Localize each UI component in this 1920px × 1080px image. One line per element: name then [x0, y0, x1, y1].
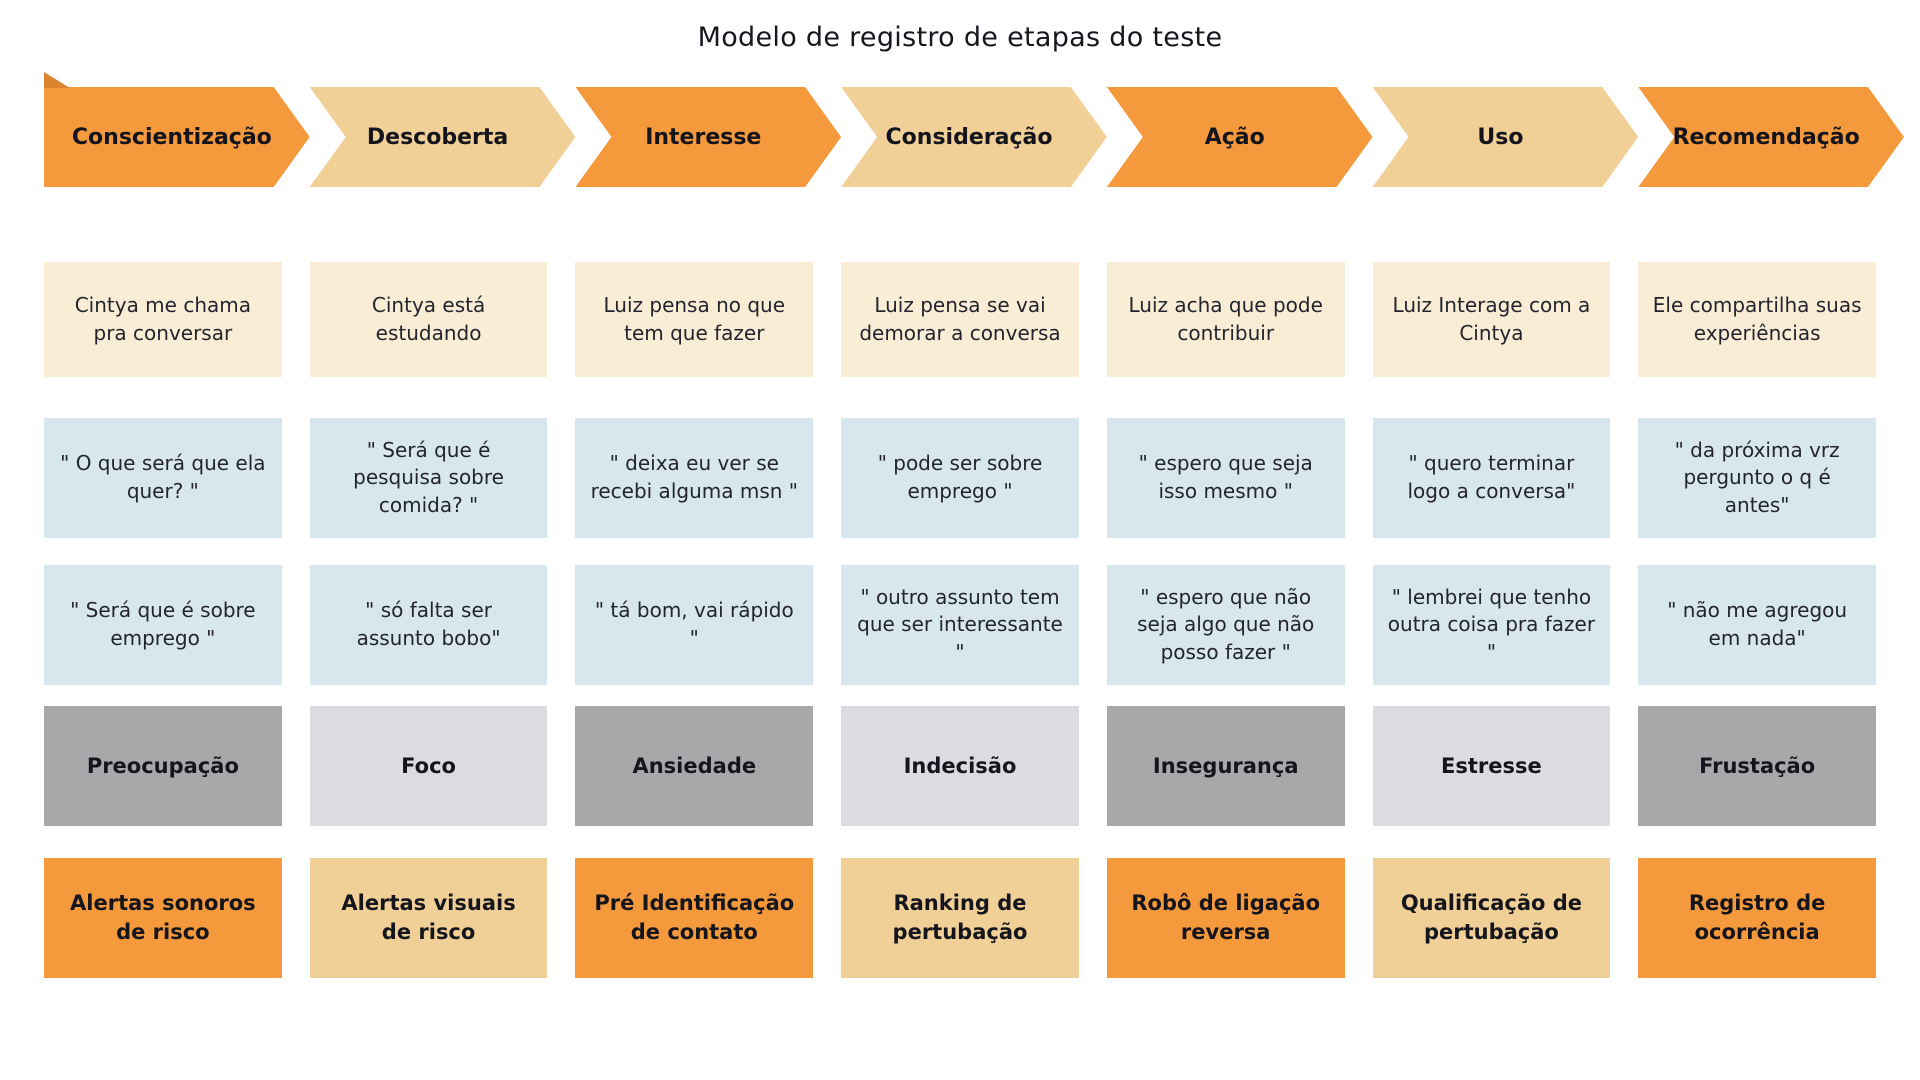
solutions-row: Alertas sonoros de risco Alertas visuais… [0, 858, 1920, 978]
emotions-row: Preocupação Foco Ansiedade Indecisão Ins… [0, 706, 1920, 826]
action-box: Cintya está estudando [309, 262, 548, 377]
quote-box: " O que será que ela quer? " [44, 418, 282, 538]
action-box: Luiz Interage com a Cintya [1372, 262, 1611, 377]
quote-box: " tá bom, vai rápido " [575, 565, 814, 685]
emotion-box: Ansiedade [575, 706, 814, 826]
actions-row: Cintya me chama pra conversar Cintya est… [0, 262, 1920, 377]
emotion-box: Indecisão [841, 706, 1079, 826]
solution-box: Pré Identificação de contato [575, 858, 814, 978]
quote-box: " Será que é pesquisa sobre comida? " [309, 418, 548, 538]
action-box: Cintya me chama pra conversar [44, 262, 282, 377]
stage-label: Uso [1477, 124, 1524, 150]
stage-arrow: Recomendação [1638, 87, 1876, 187]
quote-box: " outro assunto tem que ser interessante… [841, 565, 1079, 685]
chevron-shape: Consideração [841, 87, 1107, 187]
solution-box: Alertas sonoros de risco [44, 858, 282, 978]
chevron-shape: Interesse [575, 87, 841, 187]
quote-box: " espero que seja isso mesmo " [1106, 418, 1345, 538]
action-box: Luiz pensa se vai demorar a conversa [841, 262, 1079, 377]
quote-box: " Será que é sobre emprego " [44, 565, 282, 685]
stage-arrow: Uso [1373, 87, 1611, 187]
emotion-box: Foco [309, 706, 548, 826]
emotion-box: Frustação [1638, 706, 1876, 826]
stage-label: Conscientização [71, 124, 272, 150]
quote-box: " pode ser sobre emprego " [841, 418, 1079, 538]
solution-box: Alertas visuais de risco [309, 858, 548, 978]
quote-box: " deixa eu ver se recebi alguma msn " [575, 418, 814, 538]
chevron-shape: Descoberta [310, 87, 576, 187]
action-box: Luiz pensa no que tem que fazer [575, 262, 814, 377]
solution-box: Ranking de pertubação [841, 858, 1079, 978]
stage-label: Interesse [645, 124, 762, 150]
stage-arrow: Ação [1107, 87, 1345, 187]
quote-box: " espero que não seja algo que não posso… [1106, 565, 1345, 685]
diagram-title: Modelo de registro de etapas do teste [697, 22, 1223, 53]
quote-box: " quero terminar logo a conversa" [1372, 418, 1611, 538]
action-box: Ele compartilha suas experiências [1638, 262, 1876, 377]
stage-label: Ação [1204, 124, 1265, 150]
chevron-shape: Uso [1373, 87, 1639, 187]
stage-arrow: Conscientização [44, 72, 282, 187]
quote-box: " da próxima vrz pergunto o q é antes" [1638, 418, 1876, 538]
solution-box: Robô de ligação reversa [1106, 858, 1345, 978]
stage-label: Descoberta [366, 124, 509, 150]
stage-arrow: Interesse [575, 87, 813, 187]
emotion-box: Insegurança [1106, 706, 1345, 826]
chevron-shape: Conscientização [44, 87, 310, 187]
quote-box: " só falta ser assunto bobo" [309, 565, 548, 685]
solution-box: Qualificação de pertubação [1372, 858, 1611, 978]
emotion-box: Preocupação [44, 706, 282, 826]
stage-arrow: Descoberta [310, 87, 548, 187]
stage-label: Recomendação [1672, 124, 1860, 150]
stage-arrow: Consideração [841, 87, 1079, 187]
stage-label: Consideração [885, 124, 1053, 150]
emotion-box: Estresse [1372, 706, 1611, 826]
stages-row: Conscientização Descoberta Interesse Con… [0, 72, 1920, 187]
chevron-shape: Ação [1107, 87, 1373, 187]
quote-box: " lembrei que tenho outra coisa pra faze… [1372, 565, 1611, 685]
quote-box: " não me agregou em nada" [1638, 565, 1876, 685]
solution-box: Registro de ocorrência [1638, 858, 1876, 978]
chevron-shape: Recomendação [1638, 87, 1904, 187]
quotes-row-1: " O que será que ela quer? " " Será que … [0, 418, 1920, 538]
action-box: Luiz acha que pode contribuir [1106, 262, 1345, 377]
quotes-row-2: " Será que é sobre emprego " " só falta … [0, 565, 1920, 685]
ribbon-fold-icon [44, 72, 70, 88]
